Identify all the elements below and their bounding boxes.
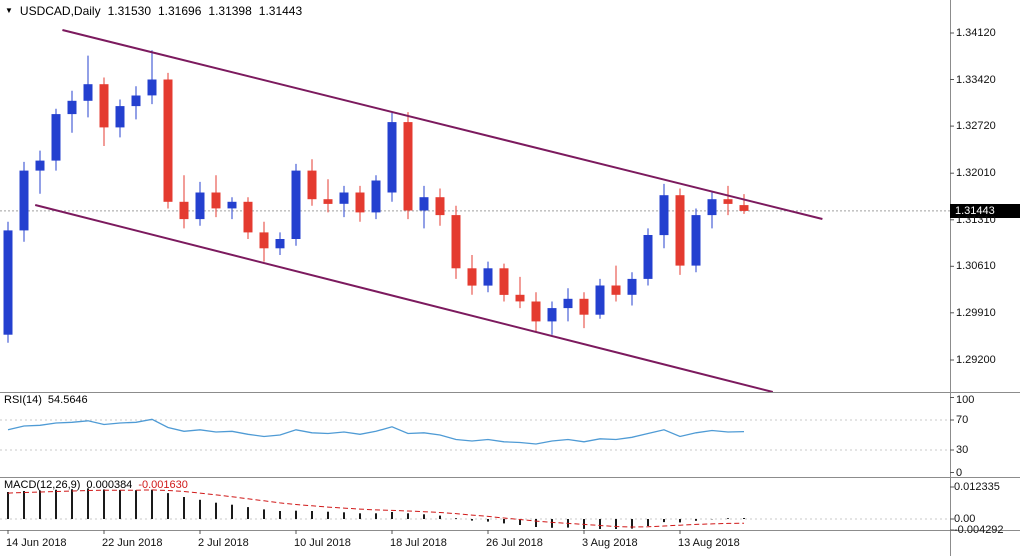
- current-price-box: 1.31443: [950, 203, 1020, 218]
- candle-body: [659, 195, 669, 236]
- rsi-value: 54.5646: [47, 394, 88, 406]
- rsi-pane[interactable]: [0, 392, 950, 477]
- candle-body: [195, 192, 205, 220]
- candle-body: [211, 192, 221, 209]
- ohlc-close-value: 1.31443: [258, 4, 303, 18]
- date-label: 18 Jul 2018: [390, 537, 447, 549]
- rsi-line: [7, 418, 745, 445]
- date-label: 22 Jun 2018: [102, 537, 163, 549]
- macd-axis-label: 0.012335: [954, 481, 1000, 493]
- candle-body: [515, 294, 525, 302]
- rsi-axis-label: 100: [956, 394, 975, 406]
- candle-body: [467, 268, 477, 286]
- candle-body: [403, 122, 413, 211]
- candle-body: [707, 199, 717, 216]
- candle-body: [323, 199, 333, 204]
- date-label: 10 Jul 2018: [294, 537, 351, 549]
- candle-body: [259, 232, 269, 249]
- candle-body: [563, 298, 573, 309]
- candle-body: [19, 170, 29, 231]
- candle-body: [115, 106, 125, 128]
- candle-body: [387, 122, 397, 193]
- date-label: 2 Jul 2018: [198, 537, 249, 549]
- main-chart-pane[interactable]: [0, 0, 950, 392]
- price-axis-label: 1.29200: [956, 353, 996, 366]
- candle-body: [643, 235, 653, 279]
- candle-body: [547, 308, 557, 322]
- price-axis-label: 1.32720: [956, 120, 996, 133]
- macd-signal-line: [7, 489, 745, 528]
- price-axis-label: 1.34120: [956, 27, 996, 40]
- candle-body: [275, 239, 285, 249]
- macd-name: MACD(12,26,9): [4, 479, 81, 491]
- ohlc-open-value: 1.31530: [107, 4, 151, 18]
- rsi-indicator-label: RSI(14) 54.5646: [4, 394, 88, 406]
- candle-body: [339, 192, 349, 204]
- candle-body: [355, 192, 365, 213]
- candle-body: [691, 215, 701, 266]
- candle-body: [419, 197, 429, 211]
- macd-axis-label: -0.004292: [954, 524, 1004, 537]
- candle-body: [627, 278, 637, 295]
- candle-body: [451, 215, 461, 269]
- candle-body: [611, 285, 621, 295]
- candle-body: [163, 79, 173, 202]
- candle-body: [675, 195, 685, 266]
- date-label: 13 Aug 2018: [678, 537, 740, 549]
- candle-body: [179, 201, 189, 220]
- macd-main-value: 0.000384: [86, 479, 133, 491]
- price-axis-label: 1.29910: [956, 306, 996, 319]
- price-axis-label: 1.30610: [956, 260, 996, 273]
- symbol-period-label: USDCAD,Daily: [19, 4, 101, 18]
- candle-body: [307, 170, 317, 200]
- date-label: 14 Jun 2018: [6, 537, 67, 549]
- candle-body: [35, 160, 45, 171]
- candle-body: [67, 100, 77, 115]
- price-axis-label: 1.31310: [956, 213, 996, 226]
- candle-body: [531, 301, 541, 322]
- candle-body: [435, 197, 445, 216]
- macd-axis-label: 0.00: [954, 513, 976, 525]
- channel-upper-trendline: [62, 29, 823, 220]
- candle-body: [483, 268, 493, 286]
- candle-body: [147, 79, 157, 96]
- symbol-marker-icon: ▼: [5, 6, 13, 15]
- candle-body: [291, 170, 301, 239]
- rsi-name: RSI(14): [4, 394, 42, 406]
- chart-header: ▼ USDCAD,Daily 1.31530 1.31696 1.31398 1…: [5, 4, 302, 18]
- candle-body: [371, 180, 381, 213]
- macd-indicator-label: MACD(12,26,9) 0.000384 -0.001630: [4, 479, 188, 491]
- candle-body: [739, 205, 749, 211]
- price-axis-label: 1.32010: [956, 167, 996, 180]
- candle-body: [499, 268, 509, 295]
- channel-lower-trendline: [34, 204, 774, 393]
- candle-body: [579, 298, 589, 315]
- rsi-axis-label: 30: [956, 444, 969, 456]
- candle-body: [131, 95, 141, 107]
- ohlc-low-value: 1.31398: [208, 4, 252, 18]
- candle-body: [3, 230, 13, 335]
- candle-body: [83, 84, 93, 101]
- rsi-axis-label: 0: [956, 466, 963, 479]
- candle-body: [227, 201, 237, 209]
- date-label: 26 Jul 2018: [486, 537, 543, 549]
- rsi-axis-label: 70: [956, 414, 969, 426]
- candle-body: [723, 199, 733, 204]
- price-axis-label: 1.33420: [956, 73, 996, 86]
- candle-body: [51, 114, 61, 161]
- macd-signal-value: -0.001630: [138, 479, 188, 491]
- ohlc-high-value: 1.31696: [158, 4, 202, 18]
- candle-body: [243, 201, 253, 233]
- date-label: 3 Aug 2018: [582, 537, 638, 549]
- candle-body: [595, 285, 605, 315]
- candle-body: [99, 84, 109, 128]
